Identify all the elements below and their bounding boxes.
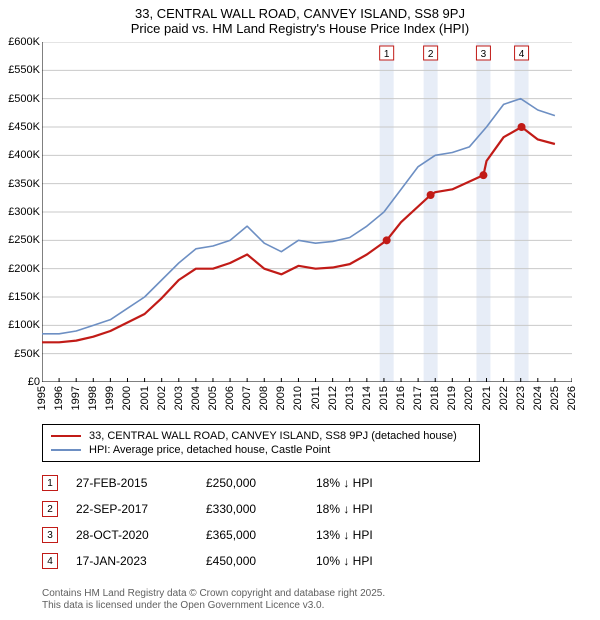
x-tick-label: 2021	[481, 386, 493, 410]
x-tick-label: 2023	[515, 386, 527, 410]
x-tick-label: 2002	[156, 386, 168, 410]
y-tick-label: £400K	[0, 149, 40, 161]
sale-price: £365,000	[206, 528, 316, 542]
svg-text:1: 1	[384, 49, 390, 60]
y-tick-label: £250K	[0, 234, 40, 246]
y-tick-label: £0	[0, 376, 40, 388]
sale-price: £450,000	[206, 554, 316, 568]
x-tick-label: 2014	[361, 386, 373, 410]
x-tick-label: 2024	[532, 386, 544, 410]
svg-text:2: 2	[428, 49, 434, 60]
sales-row: 2 22-SEP-2017£330,00018% ↓ HPI	[42, 496, 426, 522]
sale-marker-1: 1	[380, 46, 394, 60]
x-tick-label: 2009	[275, 386, 287, 410]
chart-area: 1 2 3 4	[42, 42, 572, 382]
x-tick-label: 2011	[310, 386, 322, 410]
x-tick-label: 1995	[36, 386, 48, 410]
y-tick-label: £150K	[0, 291, 40, 303]
y-tick-label: £600K	[0, 36, 40, 48]
x-tick-label: 2007	[241, 386, 253, 410]
x-tick-label: 2012	[327, 386, 339, 410]
x-tick-label: 2015	[378, 386, 390, 410]
x-tick-label: 2017	[412, 386, 424, 410]
x-tick-label: 2019	[446, 386, 458, 410]
svg-text:3: 3	[481, 49, 487, 60]
y-tick-label: £100K	[0, 319, 40, 331]
sale-marker-2: 2	[424, 46, 438, 60]
x-tick-label: 2022	[498, 386, 510, 410]
x-tick-label: 2005	[207, 386, 219, 410]
sale-price: £250,000	[206, 476, 316, 490]
sale-diff: 13% ↓ HPI	[316, 528, 426, 542]
x-tick-label: 2013	[344, 386, 356, 410]
x-tick-label: 1998	[87, 386, 99, 410]
x-tick-label: 2000	[121, 386, 133, 410]
x-tick-label: 2010	[292, 386, 304, 410]
x-tick-label: 2018	[429, 386, 441, 410]
svg-text:4: 4	[519, 49, 525, 60]
legend: 33, CENTRAL WALL ROAD, CANVEY ISLAND, SS…	[42, 424, 480, 462]
legend-label: HPI: Average price, detached house, Cast…	[89, 443, 330, 457]
sale-number-box: 4	[42, 553, 58, 569]
title-block: 33, CENTRAL WALL ROAD, CANVEY ISLAND, SS…	[0, 0, 600, 36]
x-tick-label: 2006	[224, 386, 236, 410]
sale-date: 27-FEB-2015	[76, 476, 206, 490]
y-tick-label: £350K	[0, 178, 40, 190]
legend-label: 33, CENTRAL WALL ROAD, CANVEY ISLAND, SS…	[89, 429, 457, 443]
x-tick-label: 2016	[395, 386, 407, 410]
y-tick-label: £500K	[0, 93, 40, 105]
sale-diff: 18% ↓ HPI	[316, 476, 426, 490]
sale-marker-4: 4	[515, 46, 529, 60]
attribution: Contains HM Land Registry data © Crown c…	[42, 588, 385, 612]
x-tick-label: 2001	[139, 386, 151, 410]
legend-item-price_paid: 33, CENTRAL WALL ROAD, CANVEY ISLAND, SS…	[51, 429, 471, 443]
x-tick-label: 2025	[549, 386, 561, 410]
sales-row: 1 27-FEB-2015£250,00018% ↓ HPI	[42, 470, 426, 496]
x-tick-label: 1997	[70, 386, 82, 410]
chart-container: 33, CENTRAL WALL ROAD, CANVEY ISLAND, SS…	[0, 0, 600, 620]
sale-date: 22-SEP-2017	[76, 502, 206, 516]
x-tick-label: 2003	[173, 386, 185, 410]
title-subtitle: Price paid vs. HM Land Registry's House …	[0, 21, 600, 36]
chart-svg: 1 2 3 4	[42, 42, 572, 382]
legend-swatch	[51, 449, 81, 451]
title-address: 33, CENTRAL WALL ROAD, CANVEY ISLAND, SS…	[0, 6, 600, 21]
y-tick-label: £200K	[0, 263, 40, 275]
sale-number-box: 3	[42, 527, 58, 543]
sale-date: 17-JAN-2023	[76, 554, 206, 568]
sale-number-box: 1	[42, 475, 58, 491]
sales-table: 1 27-FEB-2015£250,00018% ↓ HPI 2 22-SEP-201…	[42, 470, 426, 574]
attribution-line1: Contains HM Land Registry data © Crown c…	[42, 588, 385, 600]
y-tick-label: £450K	[0, 121, 40, 133]
y-tick-label: £300K	[0, 206, 40, 218]
sale-diff: 10% ↓ HPI	[316, 554, 426, 568]
x-tick-label: 2020	[463, 386, 475, 410]
sale-date: 28-OCT-2020	[76, 528, 206, 542]
x-tick-label: 2004	[190, 386, 202, 410]
sale-price: £330,000	[206, 502, 316, 516]
legend-swatch	[51, 435, 81, 437]
sale-marker-3: 3	[476, 46, 490, 60]
sale-diff: 18% ↓ HPI	[316, 502, 426, 516]
x-tick-label: 1999	[104, 386, 116, 410]
x-tick-label: 2026	[566, 386, 578, 410]
y-tick-label: £550K	[0, 64, 40, 76]
x-tick-label: 1996	[53, 386, 65, 410]
sales-row: 3 28-OCT-2020£365,00013% ↓ HPI	[42, 522, 426, 548]
y-tick-label: £50K	[0, 348, 40, 360]
legend-item-hpi: HPI: Average price, detached house, Cast…	[51, 443, 471, 457]
sale-number-box: 2	[42, 501, 58, 517]
sales-row: 4 17-JAN-2023£450,00010% ↓ HPI	[42, 548, 426, 574]
x-tick-label: 2008	[258, 386, 270, 410]
attribution-line2: This data is licensed under the Open Gov…	[42, 600, 385, 612]
